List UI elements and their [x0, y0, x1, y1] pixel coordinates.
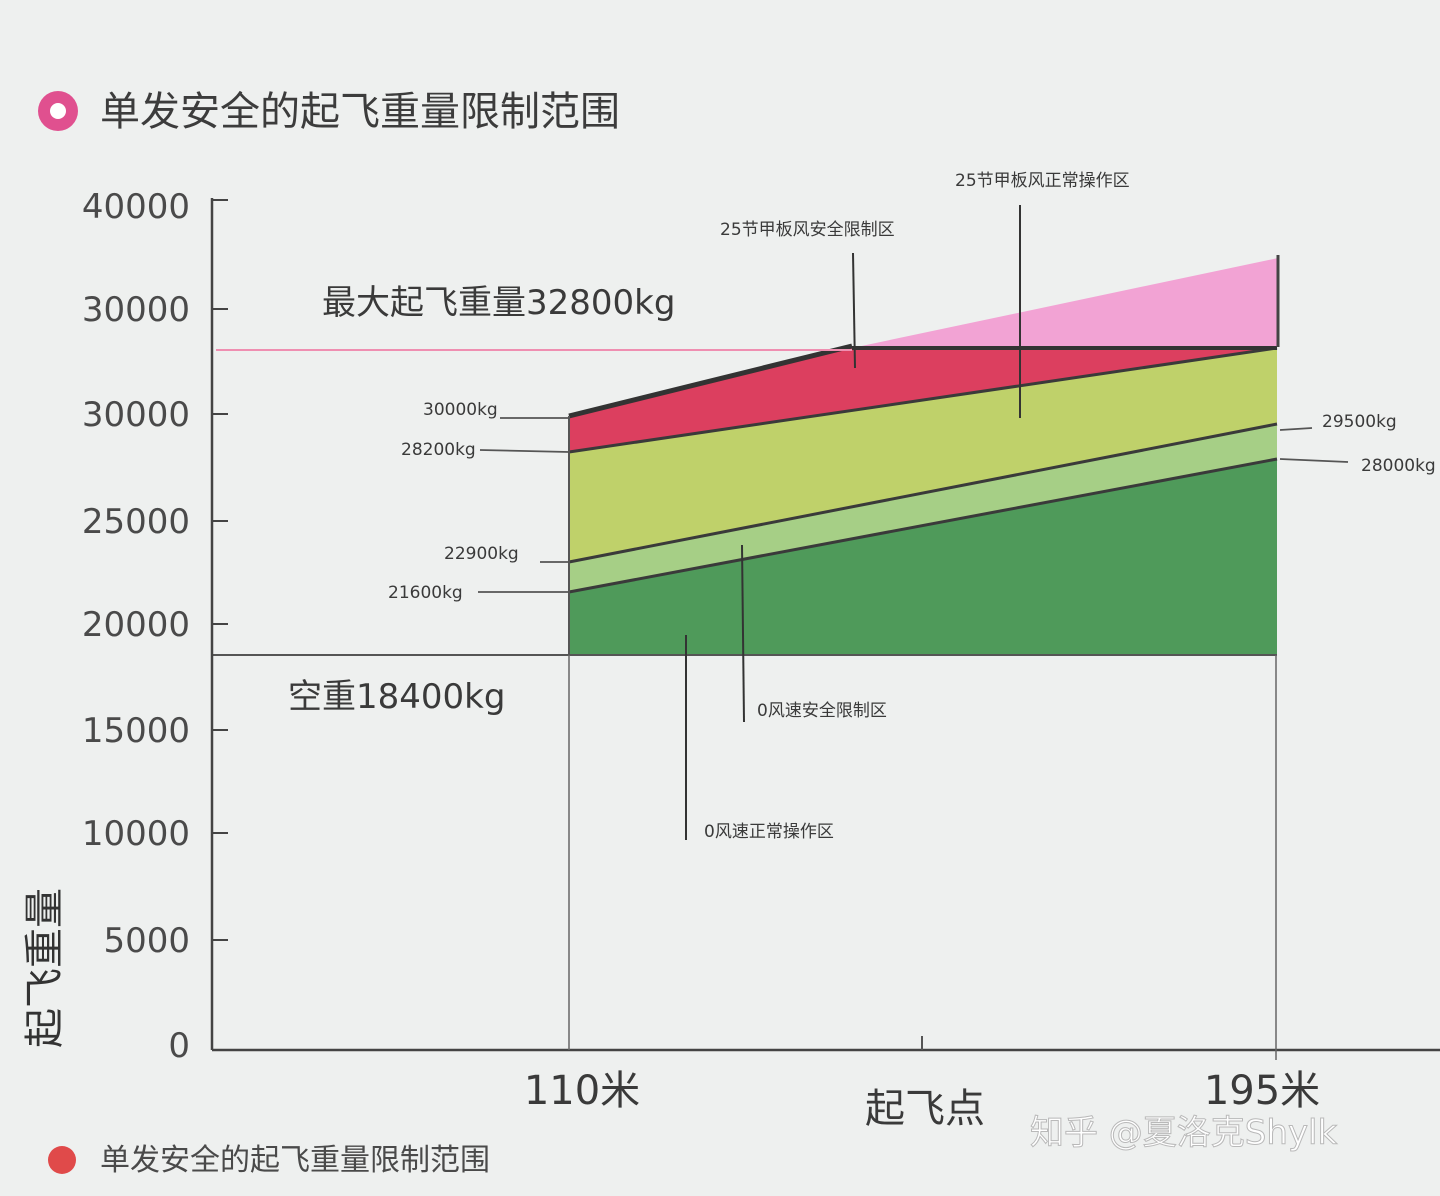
y-axis-label: 起飞重量: [22, 888, 68, 1048]
watermark: 知乎 @夏洛克Shylk: [1030, 1113, 1338, 1153]
zone-deck-wind-normal-label: 25节甲板风正常操作区: [955, 171, 1130, 191]
y-tick-label: 20000: [82, 605, 190, 645]
zone-leaders: [685, 205, 1021, 840]
y-tick-label: 0: [168, 1026, 190, 1066]
boundary-lines: [568, 343, 1278, 655]
zone-zero-wind-normal-label: 0风速正常操作区: [704, 822, 834, 842]
label-28200kg: 28200kg: [401, 440, 476, 460]
y-tick-label: 25000: [82, 502, 190, 542]
excess-region: [852, 258, 1278, 348]
boundary-deck-wind-normal: [568, 346, 1278, 454]
label-21600kg: 21600kg: [388, 583, 463, 603]
area-zero-wind-safe: [569, 424, 1277, 592]
label-28000kg: 28000kg: [1361, 456, 1436, 476]
chart-title: 单发安全的起飞重量限制范围: [100, 89, 620, 135]
area-deck-wind-normal: [569, 348, 1277, 562]
label-29500kg: 29500kg: [1322, 412, 1397, 432]
title-bullet-inner: [50, 103, 66, 119]
boundary-deck-wind-safe: [568, 343, 853, 419]
point-leaders: [478, 417, 1349, 593]
area-zero-wind-normal: [569, 459, 1277, 655]
max-takeoff-label: 最大起飞重量32800kg: [322, 283, 675, 323]
x-tick-195: 195米: [1204, 1068, 1320, 1114]
y-ticks: 40000 30000 30000 25000 20000 15000 10000 5000 0: [82, 187, 228, 1066]
y-tick-label: 40000: [82, 187, 190, 227]
zone-deck-wind-safe-label: 25节甲板风安全限制区: [720, 220, 895, 240]
label-22900kg: 22900kg: [444, 544, 519, 564]
y-tick-label: 5000: [103, 921, 190, 961]
boundary-zero-wind-safe: [568, 422, 1278, 564]
empty-weight-label: 空重18400kg: [288, 677, 505, 717]
footer-bullet: [48, 1146, 76, 1174]
y-tick-label: 10000: [82, 814, 190, 854]
y-tick-label: 30000: [82, 290, 190, 330]
y-tick-label: 30000: [82, 395, 190, 435]
x-axis-label: 起飞点: [865, 1086, 985, 1132]
zone-zero-wind-safe-label: 0风速安全限制区: [757, 701, 887, 721]
x-tick-110: 110米: [524, 1068, 640, 1114]
boundary-zero-wind-normal: [568, 457, 1278, 594]
y-tick-label: 15000: [82, 711, 190, 751]
label-30000kg: 30000kg: [423, 400, 498, 420]
footer-caption: 单发安全的起飞重量限制范围: [100, 1143, 490, 1178]
